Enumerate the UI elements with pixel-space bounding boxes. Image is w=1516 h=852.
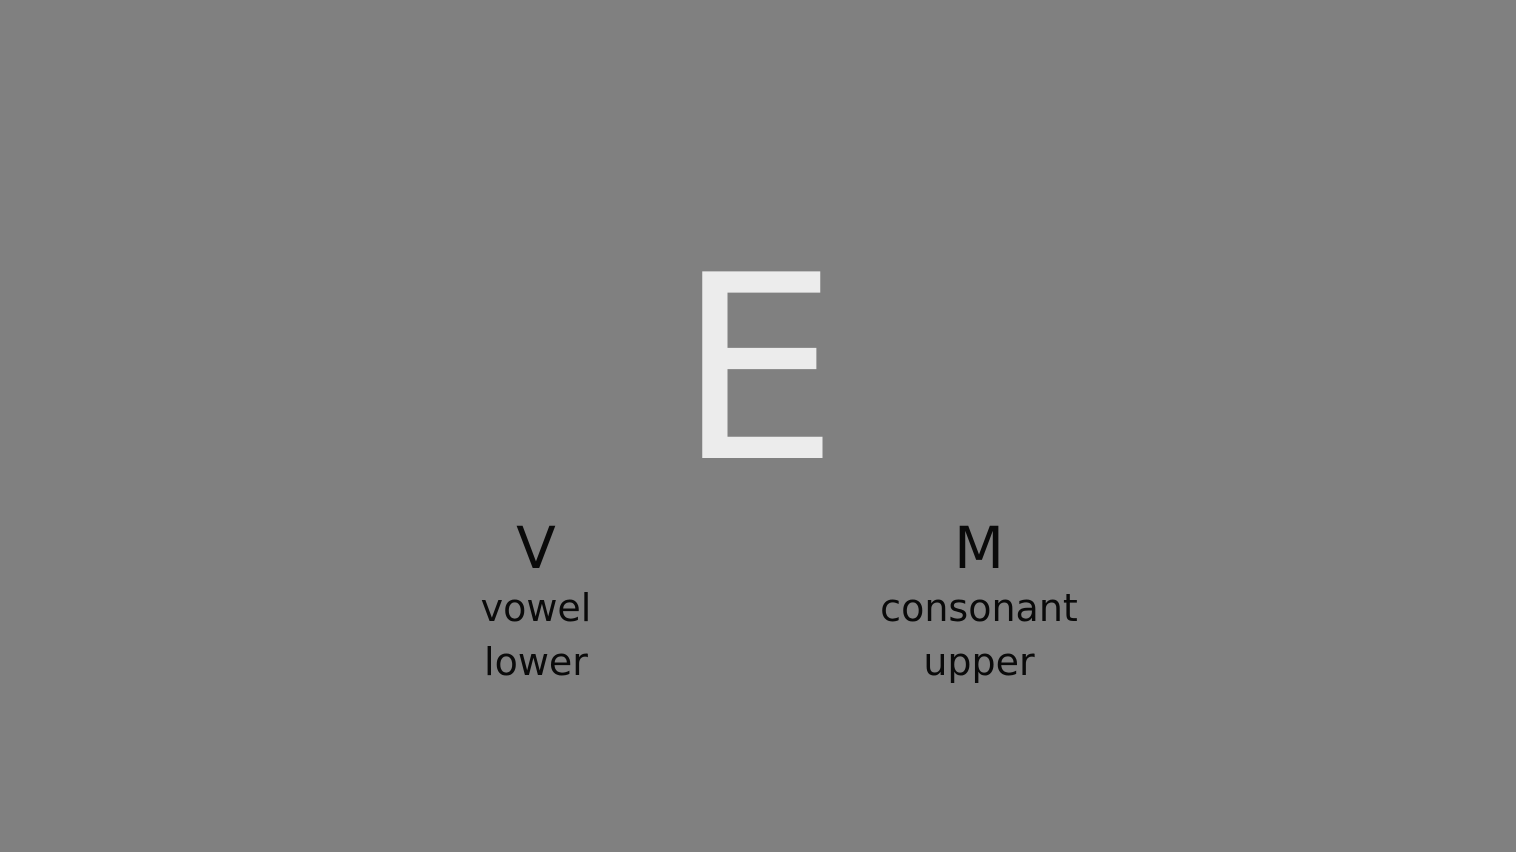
response-option-left: V vowel lower: [386, 515, 686, 689]
response-key-left: V: [516, 514, 556, 582]
response-label-right-line2: upper: [923, 640, 1035, 684]
response-option-right: M consonant upper: [829, 515, 1129, 689]
response-key-right: M: [953, 514, 1005, 582]
response-label-left-line2: lower: [484, 640, 588, 684]
stimulus-letter: E: [677, 221, 839, 519]
response-label-right-line1: consonant: [880, 586, 1078, 630]
response-label-left-line1: vowel: [480, 586, 592, 630]
